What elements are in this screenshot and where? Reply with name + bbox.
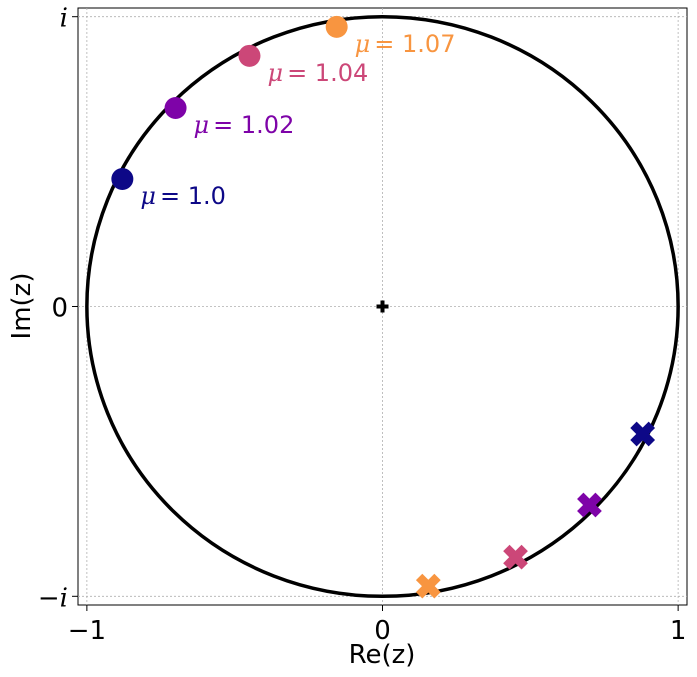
y-tick-label: 0 <box>51 294 68 324</box>
data-points <box>111 15 656 599</box>
mu-symbol: μ <box>355 30 371 58</box>
x-axis-label-text: Re(z) <box>349 640 416 670</box>
unit-circle-layer <box>85 14 680 599</box>
mu-symbol: μ <box>267 59 283 87</box>
axis-ticks: −1 0 1 i 0 −i <box>38 4 687 646</box>
unit-circle <box>85 14 680 599</box>
mu-value: = 1.02 <box>213 111 294 139</box>
mu-value: = 1.04 <box>287 59 368 87</box>
y-tick-label: i <box>60 4 68 34</box>
y-tick-label: −i <box>38 583 68 613</box>
x-tick-label: −1 <box>68 616 106 646</box>
x-tick-label: 1 <box>670 616 687 646</box>
y-axis-label-text: Im(z) <box>7 273 37 340</box>
point-label: μ = 1.0 <box>140 182 226 210</box>
cross-point <box>503 544 528 570</box>
x-axis-label: Re(z) <box>349 640 416 670</box>
circle-point <box>325 15 348 38</box>
origin-plus-marker <box>376 300 389 313</box>
cross-point <box>630 421 656 447</box>
point-label: μ = 1.04 <box>267 59 368 87</box>
point-label: μ = 1.07 <box>355 30 456 58</box>
point-label: μ = 1.02 <box>194 111 295 139</box>
y-axis-label: Im(z) <box>7 273 37 340</box>
cross-point <box>415 573 441 599</box>
mu-symbol: μ <box>140 182 156 210</box>
cross-point <box>577 492 602 518</box>
mu-value: = 1.07 <box>374 30 455 58</box>
circle-point <box>164 96 187 119</box>
circle-point <box>238 44 261 67</box>
mu-symbol: μ <box>194 111 210 139</box>
point-labels: μ = 1.0μ = 1.02μ = 1.04μ = 1.07 <box>140 30 455 210</box>
circle-point <box>111 167 134 190</box>
x-tick-label: 0 <box>374 616 391 646</box>
mu-value: = 1.0 <box>160 182 226 210</box>
